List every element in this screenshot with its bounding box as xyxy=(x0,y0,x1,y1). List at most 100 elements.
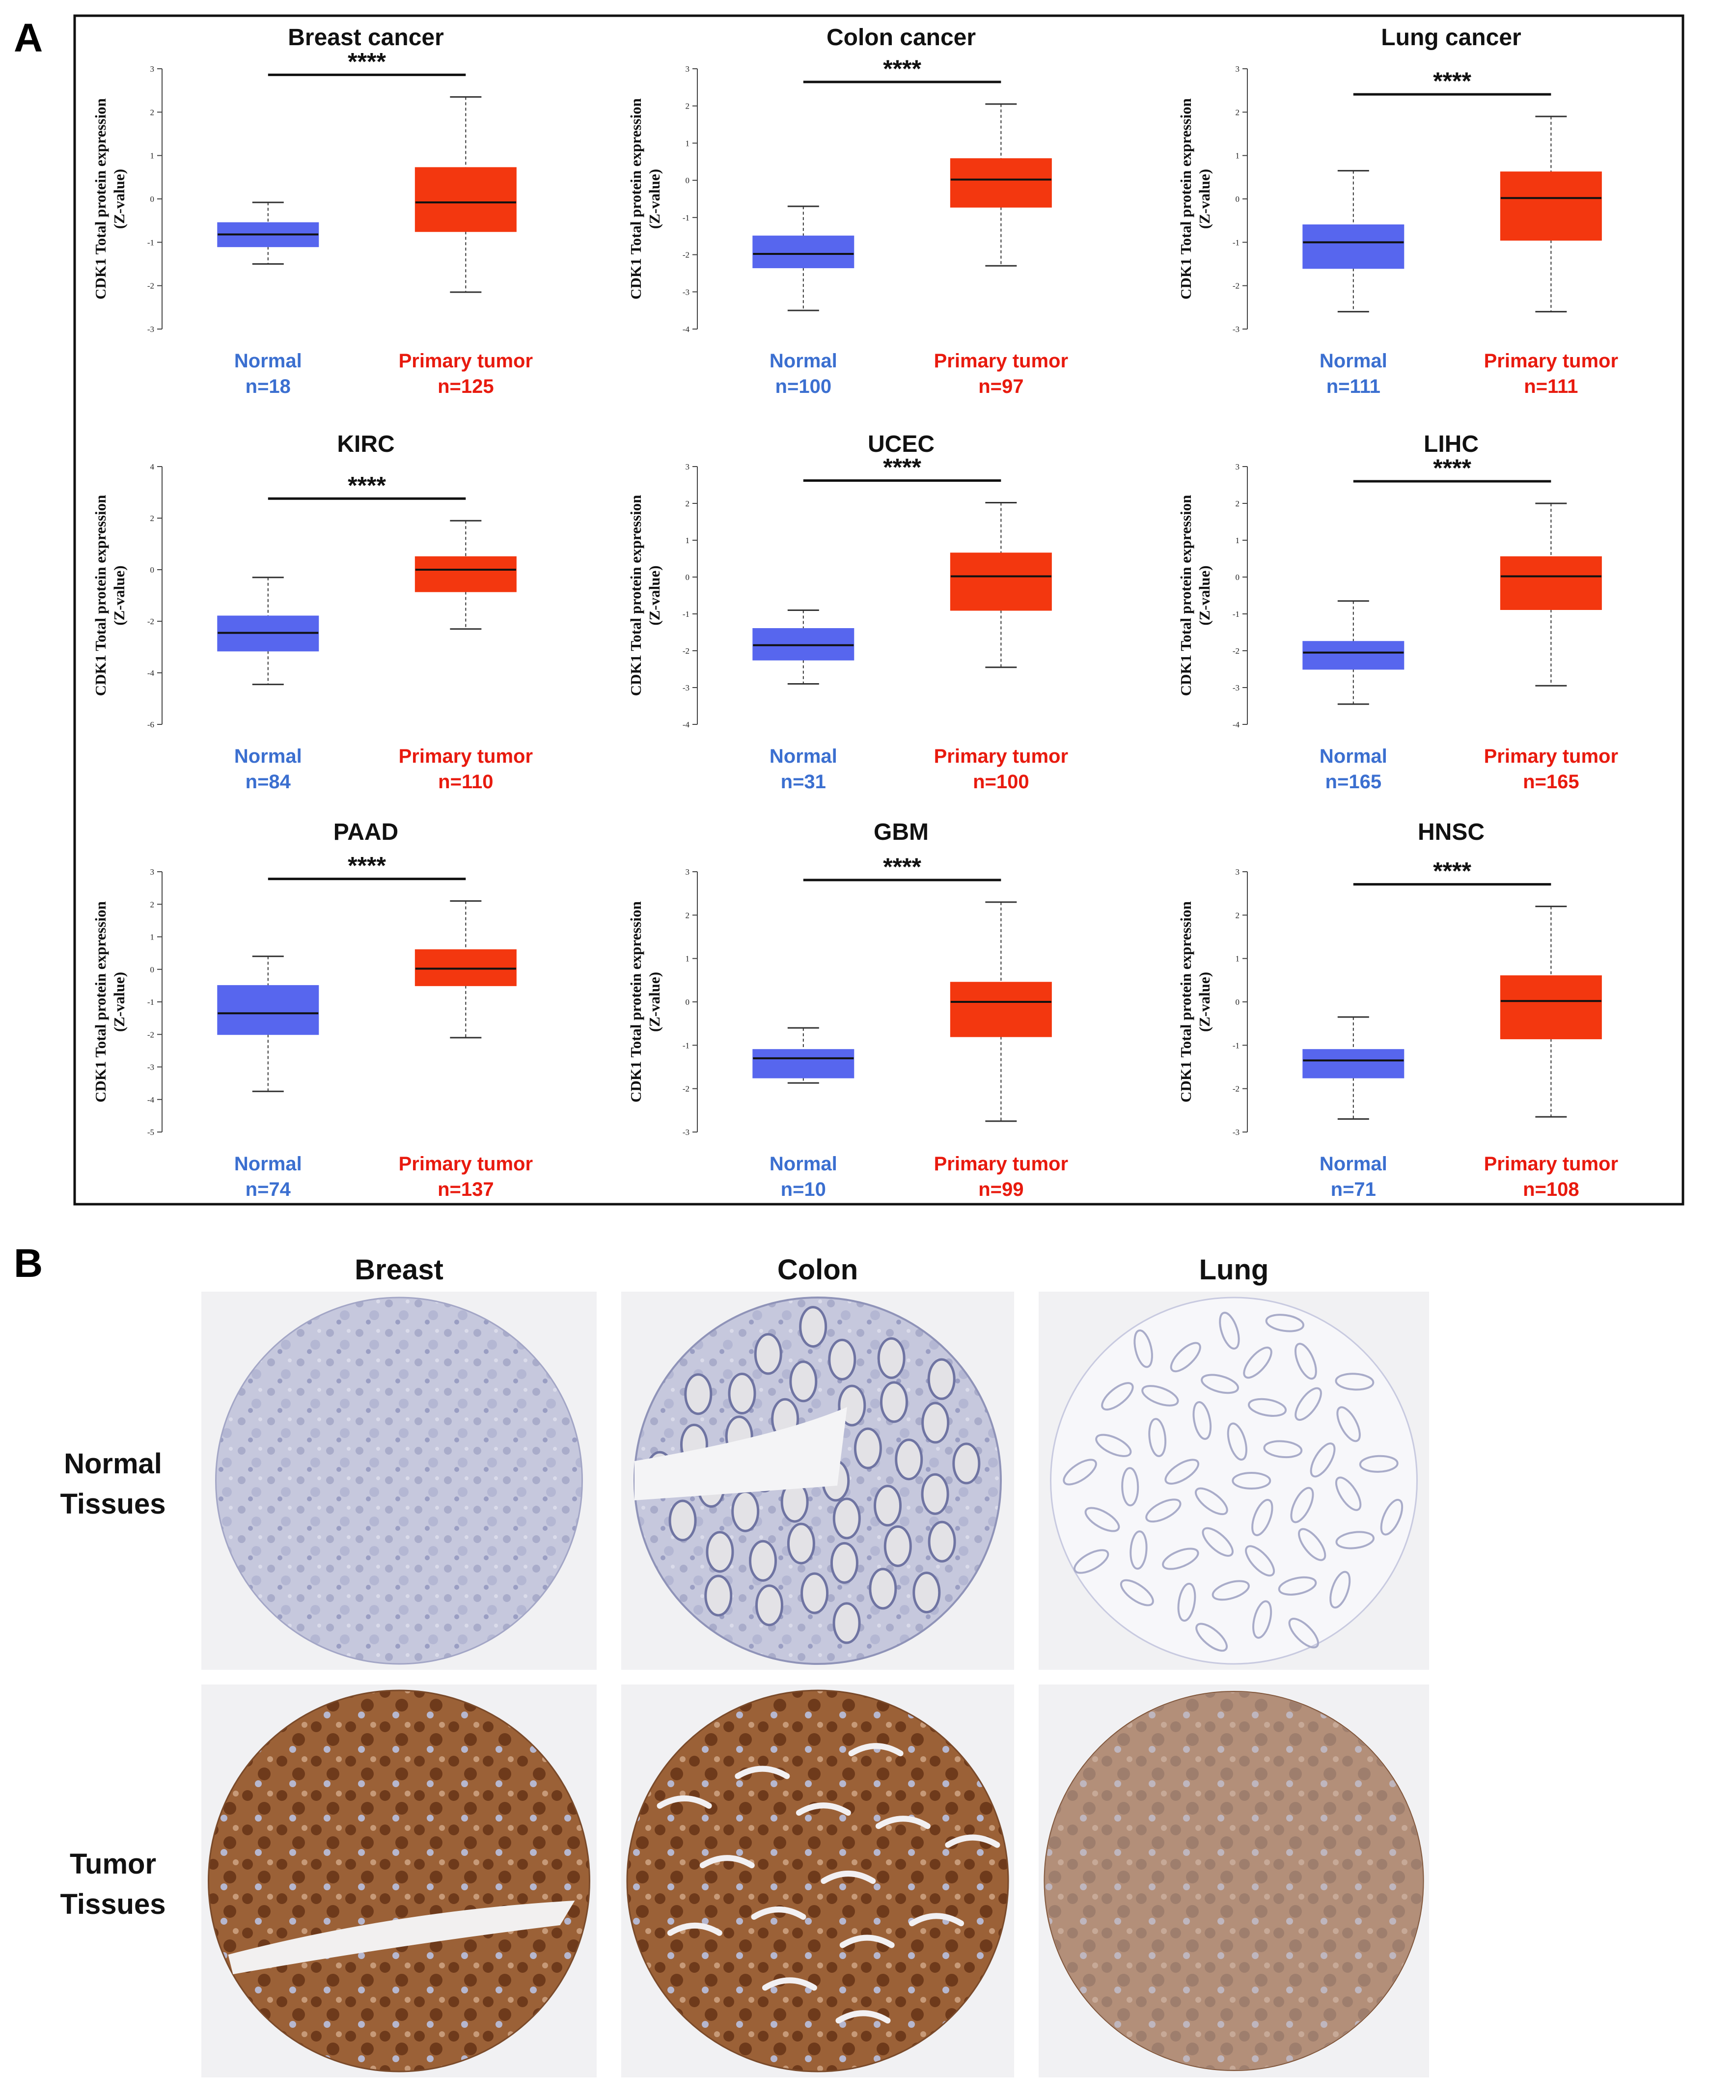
alveolar-strand xyxy=(1130,1530,1148,1570)
y-axis-label: CDK1 Total protein expression xyxy=(92,495,109,696)
normal-n-label: n=100 xyxy=(775,376,832,397)
chart-title: LIHC xyxy=(1424,431,1479,457)
tissue-core-tumor-breast xyxy=(201,1685,597,2077)
panel-b-letter: B xyxy=(14,1241,43,1286)
colon-crypt xyxy=(869,1568,897,1610)
y-tick-label: -3 xyxy=(147,325,154,334)
tissue-tear xyxy=(228,1901,575,1974)
normal-n-label: n=10 xyxy=(781,1179,826,1200)
gland-lumen xyxy=(751,1907,806,1920)
panel-a-letter: A xyxy=(14,16,43,60)
colon-crypt xyxy=(789,1360,818,1403)
y-tick-label: -1 xyxy=(147,238,154,247)
normal-box xyxy=(1302,170,1405,313)
significance-stars: **** xyxy=(883,454,921,481)
alveolar-strand xyxy=(1252,1600,1272,1639)
normal-box xyxy=(217,201,319,265)
y-tick-label: -4 xyxy=(683,720,690,729)
boxplot-gbm: GBM CDK1 Total protein expression (Z-value… xyxy=(627,819,1068,1200)
colon-crypt xyxy=(787,1522,815,1565)
y-axis-label: CDK1 Total protein expression xyxy=(92,98,109,300)
y-tick-label: 2 xyxy=(150,900,155,909)
colon-crypt xyxy=(928,1520,956,1563)
y-tick-label: -1 xyxy=(1233,1041,1240,1050)
column-label-lung: Lung xyxy=(1199,1254,1269,1286)
alveolar-strand xyxy=(1120,1579,1154,1606)
alveolar-strand xyxy=(1335,1531,1375,1549)
normal-n-label: n=84 xyxy=(246,771,291,793)
iqr-box xyxy=(1500,975,1602,1040)
colon-crypt xyxy=(921,1473,949,1515)
y-axis-label: CDK1 Total protein expression xyxy=(1177,495,1194,696)
tumor-n-label: n=165 xyxy=(1523,771,1579,793)
y-axis-label-unit: (Z-value) xyxy=(646,565,663,625)
significance-stars: **** xyxy=(348,48,386,75)
colon-lumen xyxy=(634,1407,847,1500)
alveolar-strand xyxy=(1294,1343,1317,1380)
tumor-n-label: n=100 xyxy=(973,771,1029,793)
y-axis-label-unit: (Z-value) xyxy=(1196,972,1213,1032)
colon-crypt xyxy=(668,1499,697,1542)
colon-crypt xyxy=(799,1306,827,1348)
tissue-core xyxy=(208,1689,590,2072)
colon-crypt xyxy=(755,1584,783,1627)
alveolar-strand xyxy=(1084,1507,1120,1532)
normal-box xyxy=(1302,600,1405,705)
iqr-box xyxy=(950,158,1052,208)
tumor-n-label: n=125 xyxy=(438,376,494,397)
y-tick-label: -4 xyxy=(147,668,155,678)
significance-stars: **** xyxy=(348,852,386,880)
iqr-box xyxy=(217,985,319,1035)
tissue-core-normal-lung xyxy=(1039,1292,1429,1670)
alveolar-strand xyxy=(1263,1440,1303,1459)
gland-lumen xyxy=(875,1816,931,1829)
alveolar-strand xyxy=(1195,1623,1228,1652)
normal-label: Normal xyxy=(234,746,302,767)
tissue-core xyxy=(626,1689,1009,2072)
alveolar-strand xyxy=(1310,1442,1336,1478)
alveolar-strand xyxy=(1063,1459,1097,1486)
tumor-n-label: n=111 xyxy=(1524,376,1578,397)
gland-lumen xyxy=(735,1766,790,1779)
normal-label: Normal xyxy=(770,1153,837,1175)
significance-stars: **** xyxy=(1433,857,1471,885)
tumor-box xyxy=(1500,115,1602,313)
alveolar-strand xyxy=(1170,1342,1201,1373)
tumor-lighten-overlay xyxy=(1045,1691,1423,2071)
alveolar-strand xyxy=(1290,1487,1314,1523)
alveolar-strand xyxy=(1359,1455,1399,1473)
tumor-label: Primary tumor xyxy=(1484,350,1618,372)
y-tick-label: -3 xyxy=(683,287,689,297)
tumor-label: Primary tumor xyxy=(934,1153,1068,1175)
tumor-box xyxy=(1500,502,1602,687)
iqr-box xyxy=(752,235,854,269)
alveolar-strand xyxy=(1278,1576,1317,1596)
normal-n-label: n=74 xyxy=(246,1179,291,1200)
colon-crypt xyxy=(912,1572,941,1614)
iqr-box xyxy=(1302,641,1405,670)
iqr-box xyxy=(414,167,517,232)
colon-crypt xyxy=(921,1402,950,1444)
alveolar-strand xyxy=(1133,1329,1153,1368)
alveolar-strand xyxy=(1288,1618,1319,1649)
y-tick-label: -2 xyxy=(683,646,689,656)
colon-crypt xyxy=(927,1358,956,1400)
alveolar-strand xyxy=(1232,1472,1271,1490)
iqr-box xyxy=(752,1049,854,1078)
y-tick-label: 1 xyxy=(1236,536,1240,545)
y-tick-label: -2 xyxy=(147,617,154,626)
row-label-line: Tissues xyxy=(60,1488,166,1520)
y-tick-label: -2 xyxy=(1233,646,1240,656)
y-tick-label: 3 xyxy=(1236,867,1240,877)
tumor-n-label: n=108 xyxy=(1523,1179,1579,1200)
y-tick-label: 3 xyxy=(150,867,155,877)
alveolar-strand xyxy=(1121,1467,1139,1507)
significance-stars: **** xyxy=(883,55,921,83)
y-tick-label: -3 xyxy=(683,683,689,692)
alveolar-strand xyxy=(1329,1571,1351,1609)
colon-crypt xyxy=(728,1373,756,1415)
y-tick-label: 2 xyxy=(686,102,690,111)
y-tick-label: 0 xyxy=(150,565,155,575)
tumor-label: Primary tumor xyxy=(934,350,1068,372)
alveolar-strand xyxy=(1148,1418,1167,1457)
